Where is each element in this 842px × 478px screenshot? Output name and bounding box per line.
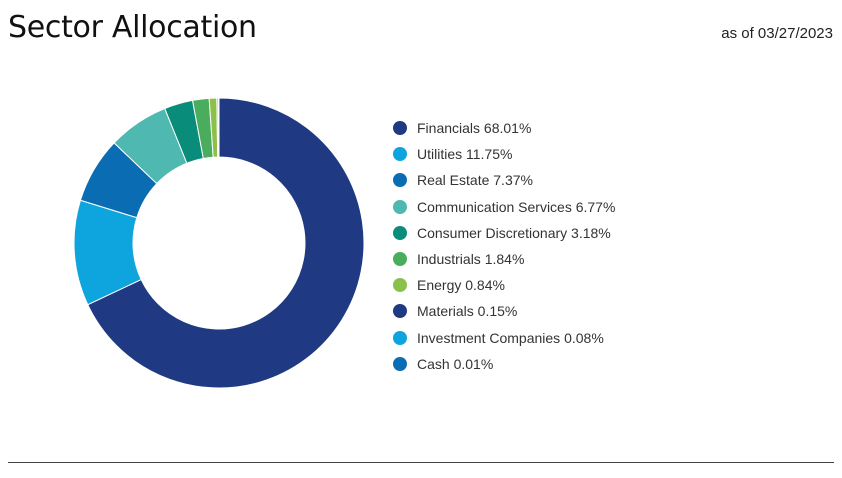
legend-item-energy[interactable]: Energy 0.84%: [393, 272, 615, 298]
legend-swatch: [393, 225, 407, 240]
legend-label: Financials 68.01%: [417, 120, 532, 137]
legend-label: Materials 0.15%: [417, 303, 518, 320]
legend-item-investment-companies[interactable]: Investment Companies 0.08%: [393, 325, 615, 351]
legend-item-utilities[interactable]: Utilities 11.75%: [393, 141, 615, 167]
legend-label: Real Estate 7.37%: [417, 172, 533, 189]
legend-label: Utilities 11.75%: [417, 146, 513, 163]
chart-legend: Financials 68.01% Utilities 11.75% Real Es…: [393, 115, 615, 377]
legend-item-communication-services[interactable]: Communication Services 6.77%: [393, 194, 615, 220]
legend-label: Energy 0.84%: [417, 277, 505, 294]
legend-swatch: [393, 356, 407, 371]
legend-swatch: [393, 199, 407, 214]
legend-label: Communication Services 6.77%: [417, 198, 616, 215]
legend-item-industrials[interactable]: Industrials 1.84%: [393, 246, 615, 272]
legend-swatch: [393, 304, 407, 319]
legend-label: Industrials 1.84%: [417, 251, 525, 268]
legend-item-materials[interactable]: Materials 0.15%: [393, 298, 615, 324]
legend-item-consumer-discretionary[interactable]: Consumer Discretionary 3.18%: [393, 220, 615, 246]
legend-label: Consumer Discretionary 3.18%: [417, 224, 611, 241]
legend-swatch: [393, 147, 407, 162]
legend-item-real-estate[interactable]: Real Estate 7.37%: [393, 167, 615, 193]
bottom-divider: [8, 462, 834, 463]
legend-label: Investment Companies 0.08%: [417, 329, 604, 346]
legend-item-financials[interactable]: Financials 68.01%: [393, 115, 615, 141]
legend-swatch: [393, 330, 407, 345]
legend-swatch: [393, 173, 407, 188]
legend-swatch: [393, 121, 407, 136]
slice-financials[interactable]: [87, 97, 365, 389]
page-title: Sector Allocation: [8, 10, 257, 45]
donut-chart: [73, 97, 365, 389]
legend-item-cash[interactable]: Cash 0.01%: [393, 351, 615, 377]
legend-label: Cash 0.01%: [417, 355, 494, 372]
as-of-date: as of 03/27/2023: [721, 25, 833, 42]
legend-swatch: [393, 278, 407, 293]
legend-swatch: [393, 252, 407, 267]
